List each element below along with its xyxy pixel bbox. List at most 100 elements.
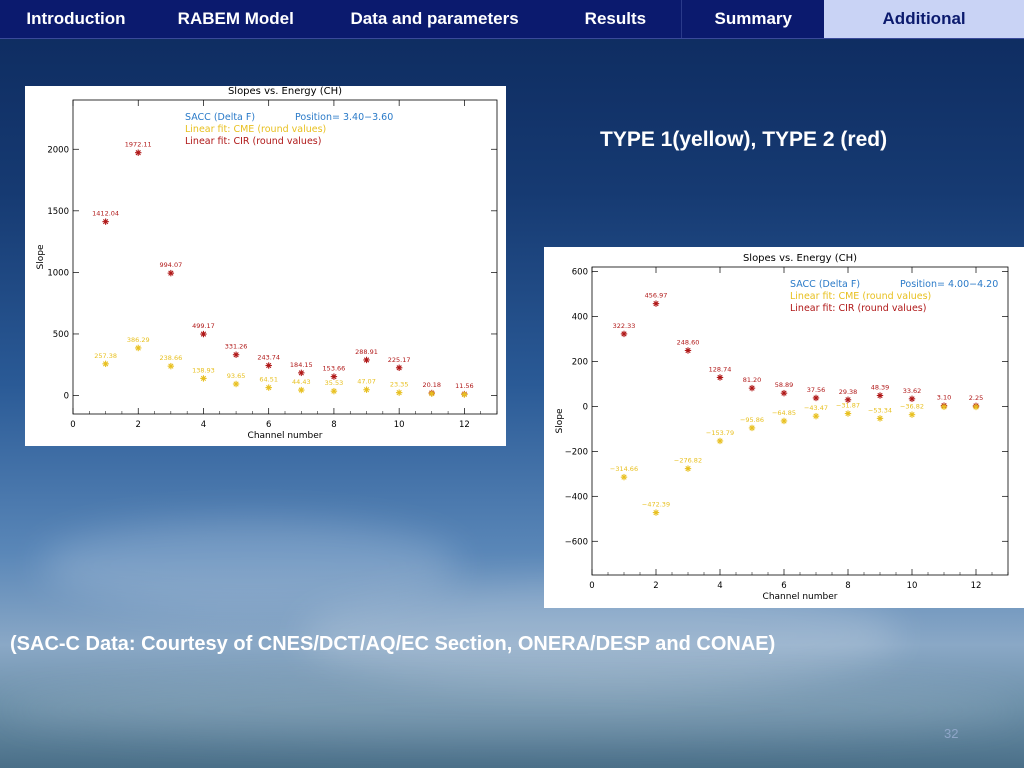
data-label-cir: 3.10: [937, 394, 951, 402]
tab-summary[interactable]: Summary: [681, 0, 824, 38]
x-tick-label: 10: [907, 581, 918, 591]
cloud-decoration: [40, 520, 460, 610]
data-point-cir: [330, 373, 338, 380]
data-point-cme: [972, 403, 980, 411]
data-point-cir: [232, 351, 240, 358]
data-label-cir: 1972.11: [125, 141, 152, 149]
legend-cme: Linear fit: CME (round values): [790, 291, 931, 302]
data-label-cme: 44.43: [292, 378, 311, 386]
data-point-cme: [716, 437, 724, 445]
data-point-cme: [844, 410, 852, 417]
data-label-cme: −314.66: [610, 465, 638, 473]
data-label-cme: 64.51: [259, 376, 278, 384]
slopes-chart-right: Slopes vs. Energy (CH) 0 2 4 6 8 10 12 −600 −400 −…: [555, 253, 1009, 602]
data-label-cme: 35.53: [325, 379, 344, 387]
legend-sacc: SACC (Delta F): [790, 279, 860, 290]
data-point-cir: [780, 389, 788, 397]
legend-cir: Linear fit: CIR (round values): [790, 303, 926, 314]
data-label-cir: 243.74: [257, 354, 280, 362]
data-label-cir: 37.56: [807, 386, 826, 394]
data-point-cir: [102, 218, 109, 225]
data-label-cme: 47.07: [357, 378, 376, 386]
data-label-cir: 11.56: [455, 382, 474, 390]
data-point-cir: [908, 395, 916, 403]
page-number: 32: [944, 726, 959, 741]
data-point-cme: [135, 344, 142, 352]
y-tick-label: 1500: [47, 207, 69, 217]
data-point-cir: [167, 269, 175, 277]
x-tick-label: 6: [266, 420, 271, 430]
data-point-cme: [684, 465, 692, 472]
data-point-cme: [298, 386, 305, 394]
x-tick-label: 10: [394, 420, 405, 430]
data-label-cir: 153.66: [323, 365, 346, 373]
data-label-cme: −153.79: [706, 429, 734, 437]
y-tick-label: −400: [565, 492, 588, 502]
data-label-cme: 138.93: [192, 366, 215, 374]
data-label-cir: 322.33: [613, 322, 636, 330]
data-label-cir: 331.26: [225, 343, 248, 351]
x-axis-label: Channel number: [248, 431, 323, 441]
tab-additional[interactable]: Additional: [824, 0, 1024, 38]
data-label-cir: 225.17: [388, 356, 411, 364]
tab-data-and-parameters[interactable]: Data and parameters: [350, 9, 519, 28]
data-label-cme: 93.65: [227, 372, 246, 380]
tab-rabem-model[interactable]: RABEM Model: [177, 9, 294, 28]
chart-panel-right: Slopes vs. Energy (CH) 0 2 4 6 8 10 12 −600 −400 −…: [544, 247, 1024, 608]
data-label-cme: −95.86: [740, 416, 764, 424]
data-point-cir: [716, 374, 724, 381]
data-label-cme: −43.47: [804, 404, 828, 412]
data-label-cir: 288.91: [355, 348, 378, 356]
legend-cir: Linear fit: CIR (round values): [185, 136, 321, 147]
data-point-cme: [652, 509, 660, 516]
data-point-cme: [102, 360, 109, 368]
x-tick-label: 8: [845, 581, 850, 591]
y-tick-label: 500: [53, 330, 69, 340]
data-point-cir: [684, 347, 692, 354]
data-label-cir: 2.25: [969, 394, 983, 402]
data-label-cme: 238.66: [159, 354, 182, 362]
data-point-cir: [844, 396, 852, 403]
y-tick-label: 1000: [47, 268, 69, 278]
data-point-cir: [135, 149, 142, 156]
type-legend-heading: TYPE 1(yellow), TYPE 2 (red): [600, 128, 888, 151]
slopes-chart-left: Slopes vs. Energy (CH) 0 2 4 6 8 10 12 0 500 1000 1…: [36, 86, 498, 441]
data-label-cir: 994.07: [159, 261, 182, 269]
y-tick-label: 0: [64, 392, 69, 402]
data-label-cir: 58.89: [775, 381, 794, 389]
data-label-cir: 48.39: [871, 384, 890, 392]
data-label-cme: −64.85: [772, 409, 796, 417]
x-tick-label: 0: [70, 420, 75, 430]
data-label-cir: 184.15: [290, 361, 313, 369]
y-tick-label: 2000: [47, 145, 69, 155]
data-point-cme: [908, 411, 916, 418]
legend-cme: Linear fit: CME (round values): [185, 124, 326, 135]
x-tick-label: 6: [781, 581, 786, 591]
data-label-cir: 248.60: [677, 338, 700, 346]
data-point-cir: [620, 330, 628, 338]
data-label-cir: 29.38: [839, 388, 858, 396]
x-axis-label: Channel number: [763, 592, 838, 602]
y-tick-label: −200: [565, 447, 588, 457]
data-point-cme: [748, 424, 756, 432]
data-label-cir: 456.97: [645, 292, 668, 300]
y-tick-label: 600: [572, 267, 588, 277]
data-point-cir: [395, 364, 403, 372]
y-tick-label: −600: [565, 537, 588, 547]
x-tick-label: 4: [201, 420, 206, 430]
chart-title: Slopes vs. Energy (CH): [743, 253, 857, 264]
data-point-cme: [461, 391, 468, 398]
data-label-cir: 499.17: [192, 322, 215, 330]
tab-introduction[interactable]: Introduction: [26, 9, 126, 28]
data-label-cme: −472.39: [642, 501, 670, 509]
x-tick-label: 0: [589, 581, 594, 591]
data-point-cir: [363, 356, 370, 364]
top-navigation-bar: Introduction RABEM Model Data and parame…: [0, 0, 1024, 39]
data-point-cme: [232, 380, 240, 388]
data-point-cme: [620, 473, 628, 481]
data-point-cme: [363, 386, 370, 393]
tab-results[interactable]: Results: [584, 9, 647, 28]
data-point-cme: [330, 387, 338, 395]
data-label-cme: −31.87: [836, 402, 860, 410]
data-label-cme: −53.34: [868, 406, 892, 414]
